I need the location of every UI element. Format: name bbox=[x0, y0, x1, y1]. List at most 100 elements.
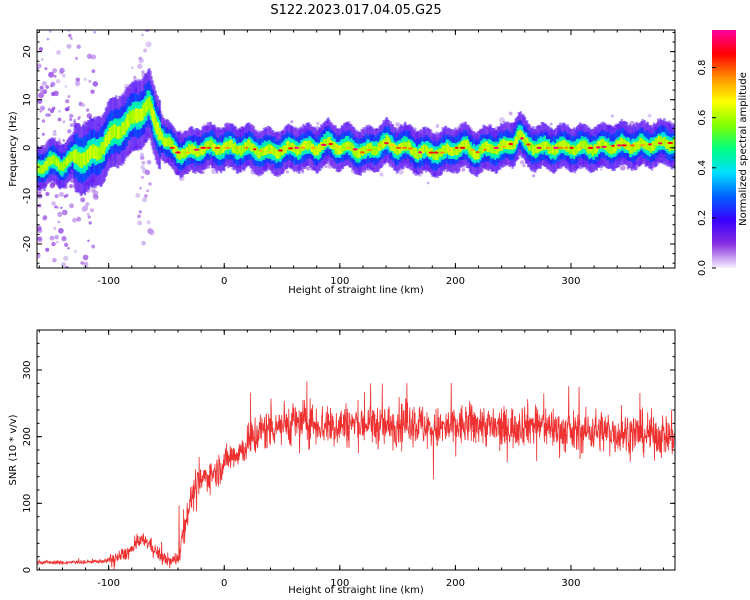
spectrogram-noise-cell bbox=[70, 37, 73, 40]
spectrogram-noise-cell bbox=[135, 193, 141, 198]
spectrogram-noise-cell bbox=[140, 175, 145, 179]
spectrogram-noise-cell bbox=[65, 323, 70, 328]
spectrogram-peak-cell bbox=[259, 149, 263, 152]
spectrogram-noise-cell bbox=[45, 192, 50, 196]
spectrogram-noise-cell bbox=[59, 271, 62, 274]
spectrogram-noise-cell bbox=[86, 279, 90, 283]
spectrogram-noise-cell bbox=[306, 167, 311, 171]
spectrogram-noise-cell bbox=[461, 168, 466, 172]
spectrogram-noise-cell bbox=[66, 43, 72, 49]
spectrogram-noise-cell bbox=[68, 276, 72, 280]
spectrogram-noise-cell bbox=[38, 275, 42, 279]
spectrogram-peak-cell bbox=[433, 151, 439, 154]
spectrogram-noise-cell bbox=[52, 68, 58, 74]
spectrogram-noise-cell bbox=[55, 240, 59, 244]
spectrogram-noise-cell bbox=[54, 298, 57, 301]
spectrogram-frame bbox=[36, 29, 676, 269]
spectrogram-noise-cell bbox=[146, 159, 152, 165]
spectrogram-peak-cell bbox=[557, 146, 564, 149]
spectrogram-noise-cell bbox=[48, 71, 55, 78]
spectrogram-peak-cell bbox=[629, 144, 636, 147]
spectrogram-noise-cell bbox=[42, 89, 48, 95]
spectrogram-noise-cell bbox=[599, 168, 603, 171]
spectrogram-noise-cell bbox=[80, 197, 86, 203]
spectrogram-noise-cell bbox=[58, 109, 61, 113]
spectrogram-peak-cell bbox=[334, 145, 339, 148]
figure-title: S122.2023.017.04.05.G25 bbox=[270, 3, 441, 18]
spectrogram-noise-cell bbox=[86, 212, 90, 216]
spectrogram-noise-cell bbox=[91, 244, 96, 249]
spectrogram-noise-cell bbox=[41, 132, 45, 136]
spectrogram-noise-cell bbox=[60, 206, 63, 209]
spectrogram-noise-cell bbox=[138, 210, 142, 214]
spectrogram-noise-cell bbox=[56, 206, 60, 209]
spectrogram-noise-cell bbox=[45, 247, 50, 252]
spectrogram-noise-cell bbox=[43, 288, 46, 291]
spectrogram-noise-cell bbox=[53, 90, 59, 97]
spectrogram-noise-cell bbox=[62, 139, 66, 142]
spectrogram-noise-cell bbox=[61, 262, 66, 267]
spectrogram-noise-cell bbox=[68, 33, 72, 38]
spectrogram-noise-cell bbox=[65, 99, 70, 104]
spectrogram-peak-cell bbox=[277, 149, 283, 152]
spectrogram-peak-cell bbox=[206, 146, 212, 149]
spectrogram-noise-cell bbox=[91, 54, 97, 60]
spectrogram-noise-cell bbox=[45, 113, 50, 118]
spectrogram-noise-cell bbox=[38, 47, 43, 52]
spectrogram-noise-cell bbox=[94, 196, 98, 201]
spectrogram-noise-cell bbox=[57, 211, 63, 217]
spectrogram-peak-cell bbox=[508, 142, 514, 146]
spectrogram-peak-cell bbox=[366, 148, 373, 152]
spectrogram-noise-cell bbox=[144, 30, 151, 32]
spectrogram-peak-cell bbox=[224, 146, 231, 149]
spectrogram-noise-cell bbox=[67, 129, 72, 134]
spectrogram-noise-cell bbox=[75, 294, 80, 299]
spectrogram-ridge-cell bbox=[171, 140, 174, 149]
spectrogram-noise-cell bbox=[80, 261, 84, 265]
spectrogram-noise-cell bbox=[42, 276, 47, 281]
spectrogram-noise-cell bbox=[89, 208, 95, 213]
spectrogram-noise-cell bbox=[76, 216, 82, 222]
spectrogram-peak-cell bbox=[454, 146, 459, 149]
spectrogram-noise-cell bbox=[69, 184, 73, 189]
spectrogram-noise-cell bbox=[72, 217, 77, 223]
spectrogram-noise-cell bbox=[40, 57, 44, 61]
spectrogram-peak-cell bbox=[493, 146, 499, 149]
spectrogram-x-tick-label: 200 bbox=[446, 276, 465, 287]
spectrogram-peak-cell bbox=[658, 142, 663, 145]
spectrogram-peak-cell bbox=[579, 146, 583, 149]
spectrogram-noise-cell bbox=[37, 191, 42, 196]
spectrogram-noise-cell bbox=[42, 279, 47, 284]
spectrogram-x-tick-label: 100 bbox=[330, 276, 349, 287]
spectrogram-noise-cell bbox=[52, 132, 57, 137]
spectrogram-noise-cell bbox=[87, 215, 91, 219]
spectrogram-noise-cell bbox=[61, 284, 65, 288]
spectrogram-peak-cell bbox=[526, 143, 531, 146]
spectrogram-noise-cell bbox=[139, 152, 144, 157]
spectrogram-noise-cell bbox=[457, 126, 460, 129]
spectrogram-peak-cell bbox=[253, 148, 257, 151]
spectrogram-peak-cell bbox=[447, 149, 452, 152]
spectrogram-peak-cell bbox=[352, 148, 358, 151]
spectrogram-noise-cell bbox=[148, 229, 155, 236]
spectrogram-noise-cell bbox=[38, 92, 44, 99]
spectrogram-noise-cell bbox=[54, 194, 59, 199]
spectrogram-noise-cell bbox=[53, 227, 57, 230]
spectrogram-peak-cell bbox=[502, 145, 507, 148]
spectrogram-peak-cell bbox=[328, 142, 333, 146]
spectrogram-x-tick-label: 300 bbox=[561, 276, 580, 287]
spectrogram-noise-cell bbox=[141, 70, 145, 74]
spectrogram-noise-cell bbox=[67, 247, 70, 250]
spectrogram-noise-cell bbox=[37, 63, 42, 69]
spectrogram-noise-cell bbox=[285, 170, 289, 174]
spectrogram-noise-cell bbox=[63, 194, 67, 198]
spectrogram-peak-cell bbox=[459, 146, 466, 149]
spectrogram-noise-cell bbox=[49, 182, 56, 189]
spectrogram-noise-cell bbox=[62, 209, 68, 216]
spectrogram-noise-cell bbox=[83, 77, 87, 81]
spectrogram-noise-cell bbox=[145, 169, 151, 176]
spectrogram-noise-cell bbox=[37, 225, 42, 231]
spectrogram-noise-cell bbox=[146, 189, 150, 193]
